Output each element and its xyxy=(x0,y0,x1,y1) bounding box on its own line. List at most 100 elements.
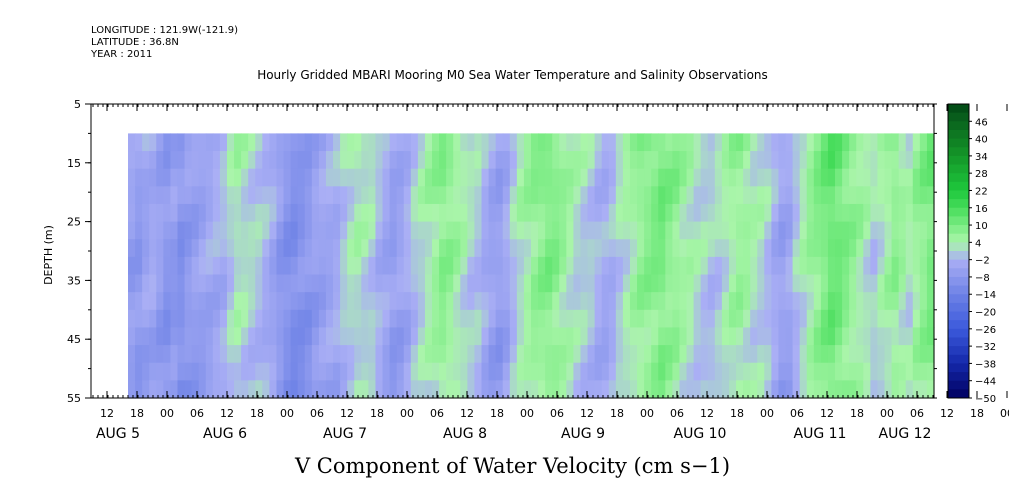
heatmap-cell xyxy=(622,309,631,329)
heatmap-cell xyxy=(764,151,772,170)
heatmap-cell xyxy=(926,203,935,223)
heatmap-cell xyxy=(304,168,313,187)
heatmap-cell xyxy=(361,345,369,364)
heatmap-cell xyxy=(827,309,836,329)
heatmap-cell xyxy=(827,274,836,293)
heatmap-cell xyxy=(290,151,299,170)
x-tick-label: 00 xyxy=(160,407,174,420)
heatmap-cell xyxy=(651,362,659,381)
heatmap-cell xyxy=(368,327,377,346)
heatmap-cell xyxy=(629,256,638,276)
heatmap-cell xyxy=(849,380,857,399)
heatmap-cell xyxy=(573,309,582,329)
heatmap-cell xyxy=(495,151,504,170)
heatmap-cell xyxy=(333,203,341,223)
heatmap-cell xyxy=(347,221,355,240)
heatmap-cell xyxy=(460,168,468,187)
heatmap-cell xyxy=(905,380,914,399)
heatmap-cell xyxy=(856,362,864,381)
heatmap-cell xyxy=(531,274,539,293)
heatmap-cell xyxy=(142,345,150,364)
heatmap-cell xyxy=(764,186,772,205)
heatmap-cell xyxy=(142,256,150,276)
heatmap-cell xyxy=(552,362,560,381)
heatmap-cell xyxy=(559,256,567,276)
heatmap-cell xyxy=(644,168,652,187)
heatmap-cell xyxy=(340,256,348,276)
heatmap-cell xyxy=(460,380,468,399)
heatmap-cell xyxy=(226,256,235,276)
heatmap-cell xyxy=(594,380,603,399)
colorbar-frame xyxy=(947,103,970,399)
heatmap-cell xyxy=(396,327,405,346)
heatmap-cell xyxy=(587,380,596,399)
heatmap-cell xyxy=(820,309,829,329)
heatmap-cell xyxy=(226,239,235,258)
heatmap-cell xyxy=(488,221,497,240)
heatmap-cell xyxy=(820,362,829,381)
heatmap-cell xyxy=(333,168,341,187)
heatmap-cell xyxy=(361,274,369,293)
heatmap-cell xyxy=(644,327,652,346)
heatmap-cell xyxy=(453,309,461,329)
heatmap-cell xyxy=(820,186,829,205)
heatmap-cell xyxy=(637,274,645,293)
heatmap-cell xyxy=(149,274,157,293)
heatmap-cell xyxy=(347,380,355,399)
heatmap-cell xyxy=(665,274,673,293)
heatmap-cell xyxy=(149,292,157,311)
heatmap-cell xyxy=(170,133,179,152)
heatmap-cell xyxy=(714,151,723,170)
heatmap-cell xyxy=(785,362,794,381)
heatmap-cell xyxy=(403,256,412,276)
heatmap-cell xyxy=(354,203,362,223)
heatmap-cell xyxy=(474,168,483,187)
heatmap-cell xyxy=(276,168,285,187)
heatmap-cell xyxy=(573,380,582,399)
heatmap-cell xyxy=(502,203,511,223)
heatmap-cell xyxy=(446,256,454,276)
x-day-label: AUG 12 xyxy=(879,426,932,442)
heatmap-cell xyxy=(516,256,525,276)
heatmap-cell xyxy=(672,151,681,170)
heatmap-cell xyxy=(283,362,292,381)
colorbar-label: −14 xyxy=(975,290,996,301)
heatmap-cell xyxy=(580,362,589,381)
heatmap-cell xyxy=(156,274,164,293)
heatmap-cell xyxy=(255,203,263,223)
heatmap-cell xyxy=(495,239,504,258)
heatmap-cell xyxy=(467,151,476,170)
heatmap-cell xyxy=(693,380,702,399)
heatmap-cell xyxy=(799,362,808,381)
heatmap-cell xyxy=(531,256,539,276)
heatmap-cell xyxy=(333,186,341,205)
x-day-label: AUG 11 xyxy=(794,426,847,442)
heatmap-cell xyxy=(255,239,263,258)
heatmap-cell xyxy=(785,274,794,293)
heatmap-cell xyxy=(686,362,695,381)
heatmap-cell xyxy=(637,239,645,258)
heatmap-cell xyxy=(488,186,497,205)
heatmap-cell xyxy=(142,274,150,293)
heatmap-cell xyxy=(255,186,263,205)
heatmap-cell xyxy=(622,133,631,152)
heatmap-cell xyxy=(311,274,320,293)
heatmap-cell xyxy=(813,292,822,311)
heatmap-cell xyxy=(580,186,589,205)
heatmap-cell xyxy=(149,380,157,399)
heatmap-cell xyxy=(142,133,150,152)
heatmap-cell xyxy=(325,133,334,152)
heatmap-cell xyxy=(806,168,815,187)
heatmap-cell xyxy=(531,380,539,399)
heatmap-cell xyxy=(891,151,900,170)
heatmap-cell xyxy=(700,256,709,276)
heatmap-cell xyxy=(432,133,440,152)
heatmap-cell xyxy=(191,345,200,364)
heatmap-cell xyxy=(439,203,447,223)
x-tick-label: 12 xyxy=(340,407,354,420)
heatmap-cell xyxy=(813,186,822,205)
heatmap-cell xyxy=(926,151,935,170)
heatmap-cell xyxy=(375,309,384,329)
heatmap-cell xyxy=(580,327,589,346)
heatmap-cell xyxy=(870,221,879,240)
